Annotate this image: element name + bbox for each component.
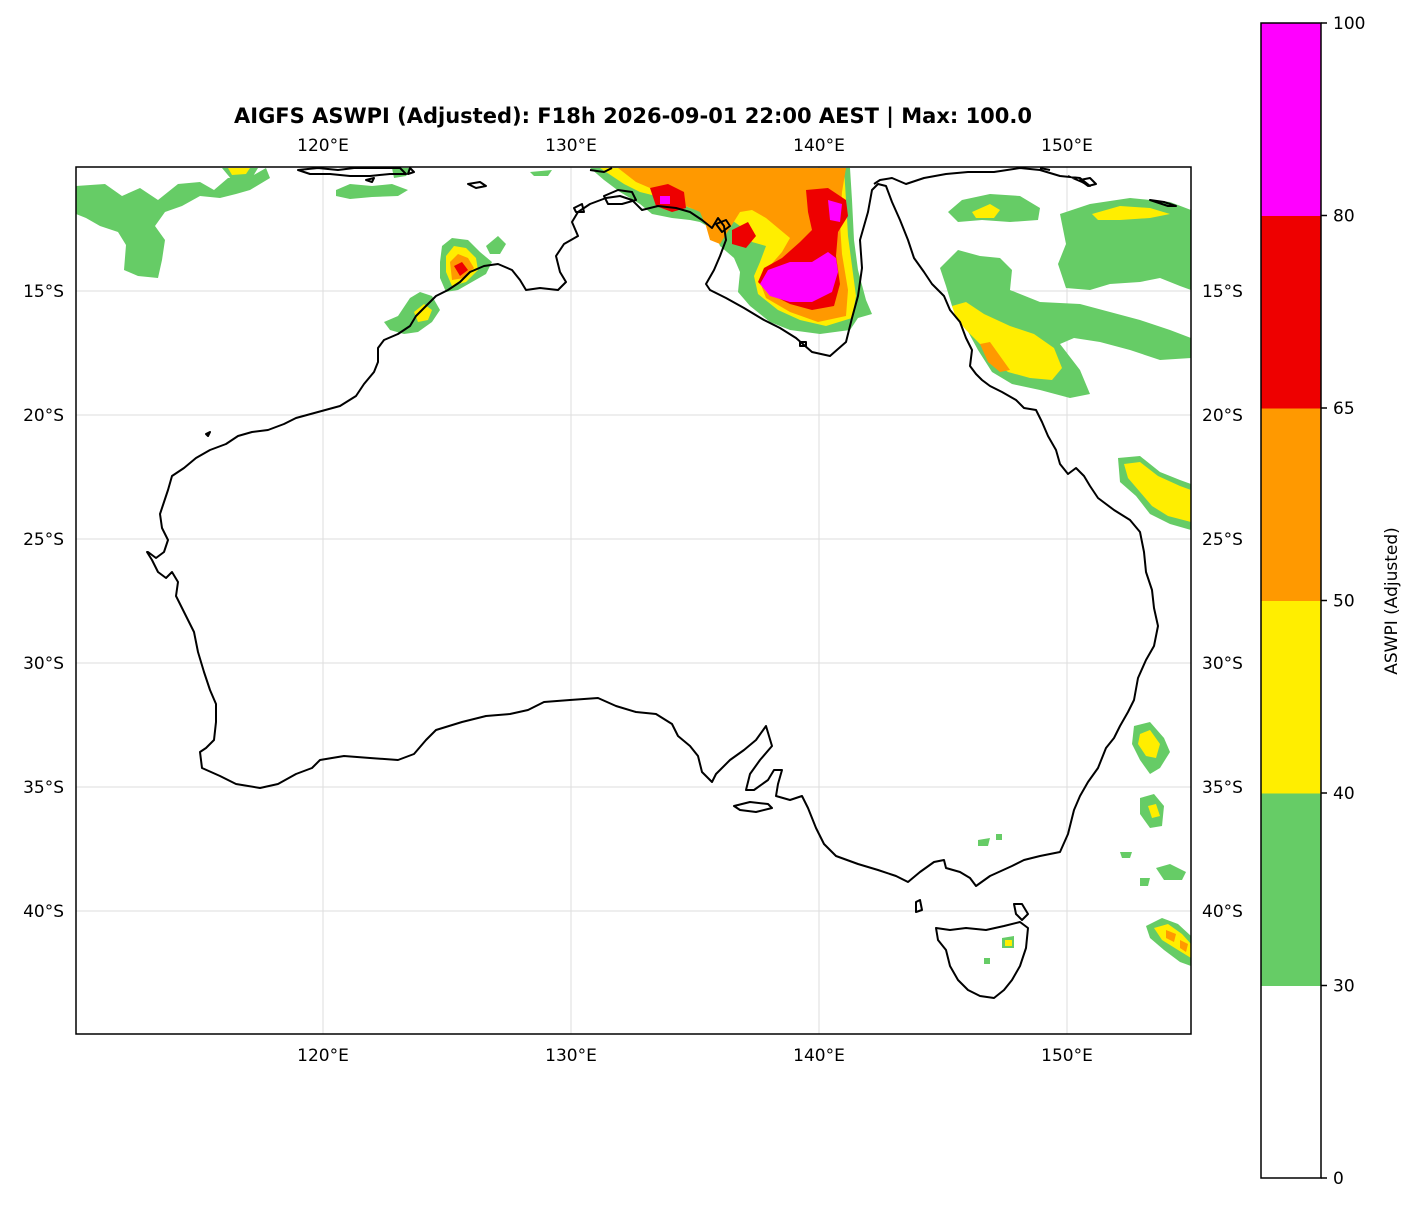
field-patch-coral-sea-2 <box>1058 198 1191 290</box>
lat-label-25: 25°S <box>1202 530 1243 550</box>
map-area: 120°E 130°E 140°E 150°E 120°E 130°E 140°… <box>23 136 1243 1066</box>
lat-label-30: 30°S <box>23 654 64 674</box>
png-coastline <box>873 167 1091 187</box>
lat-label-40: 40°S <box>23 902 64 922</box>
lat-label-20: 20°S <box>23 406 64 426</box>
map-title: AIGFS ASWPI (Adjusted): F18h 2026-09-01 … <box>234 104 1032 129</box>
tasmania-coastline <box>935 921 1029 999</box>
king-island <box>915 899 923 913</box>
lat-label-35: 35°S <box>1202 778 1243 798</box>
colorbar-tick-label: 50 <box>1333 592 1355 612</box>
colorbar: 0 30 40 50 65 80 100 ASWPI (Adjusted) <box>1260 14 1402 1189</box>
lon-label-120: 120°E <box>297 1046 349 1066</box>
indonesia-coastline-2 <box>467 181 487 189</box>
lon-labels-bottom: 120°E 130°E 140°E 150°E <box>297 1046 1093 1066</box>
colorbar-tick-label: 30 <box>1333 977 1355 997</box>
colorbar-tick-label: 0 <box>1333 1169 1344 1189</box>
lon-labels-top: 120°E 130°E 140°E 150°E <box>297 136 1093 156</box>
lon-label-120: 120°E <box>297 136 349 156</box>
field-patch-kimberley-coast <box>384 292 440 334</box>
field-patch-nw-ocean <box>76 168 270 278</box>
colorbar-tick-label: 80 <box>1333 207 1355 227</box>
colorbar-bin <box>1261 793 1321 986</box>
lat-label-40: 40°S <box>1202 902 1243 922</box>
lat-label-35: 35°S <box>23 778 64 798</box>
lon-label-150: 150°E <box>1041 1046 1093 1066</box>
lat-label-15: 15°S <box>23 282 64 302</box>
colorbar-tick-label: 65 <box>1333 399 1355 419</box>
aswpi-field <box>76 168 1191 966</box>
lon-label-140: 140°E <box>793 1046 845 1066</box>
colorbar-tick-label: 100 <box>1333 14 1365 34</box>
lon-label-130: 130°E <box>545 1046 597 1066</box>
lat-labels-right: 15°S 20°S 25°S 30°S 35°S 40°S <box>1202 282 1243 922</box>
kangaroo-island <box>733 801 773 813</box>
colorbar-label: ASWPI (Adjusted) <box>1382 527 1402 675</box>
lon-label-140: 140°E <box>793 136 845 156</box>
colorbar-tick-label: 40 <box>1333 784 1355 804</box>
coastline <box>146 167 1177 999</box>
colorbar-bin <box>1261 985 1321 1179</box>
colorbar-segments <box>1261 23 1321 1179</box>
colorbar-bin <box>1261 215 1321 409</box>
melville-island <box>603 189 637 205</box>
lat-label-30: 30°S <box>1202 654 1243 674</box>
australia-coastline <box>146 183 1159 887</box>
colorbar-bin <box>1261 23 1321 216</box>
field-patch-nw-ocean-2 <box>336 184 408 199</box>
colorbar-bin <box>1261 408 1321 601</box>
colorbar-bin <box>1261 600 1321 794</box>
lat-label-25: 25°S <box>23 530 64 550</box>
field-patch-carpentaria-max <box>760 252 838 302</box>
lat-label-20: 20°S <box>1202 406 1243 426</box>
colorbar-ticks: 0 30 40 50 65 80 100 <box>1321 14 1365 1189</box>
indonesia-coastline-1 <box>297 167 407 177</box>
field-patch-nw-ocean-4 <box>530 170 552 176</box>
lon-label-150: 150°E <box>1041 136 1093 156</box>
flinders-island <box>1013 903 1029 921</box>
lon-label-130: 130°E <box>545 136 597 156</box>
timor-coastline <box>589 167 613 173</box>
map-frame <box>75 166 1192 1035</box>
groote-island <box>715 219 731 233</box>
lat-label-15: 15°S <box>1202 282 1243 302</box>
lat-labels-left: 15°S 20°S 25°S 30°S 35°S 40°S <box>23 282 64 922</box>
